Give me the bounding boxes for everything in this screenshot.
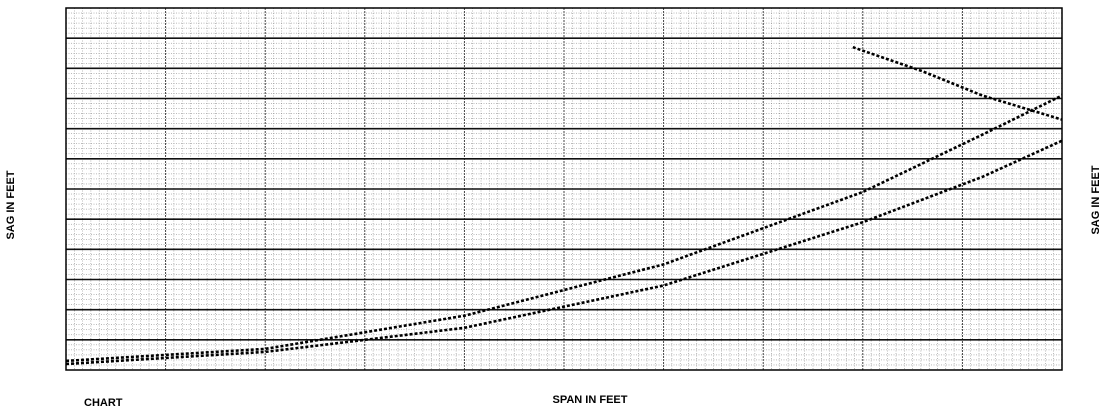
y-axis-title-left: SAG IN FEET [5, 170, 17, 239]
y-axis-title-right: SAG IN FEET [1090, 165, 1102, 234]
chart-caption: CHART [84, 397, 123, 409]
x-axis-title: SPAN IN FEET [553, 394, 628, 406]
chart-grid [66, 8, 1062, 370]
